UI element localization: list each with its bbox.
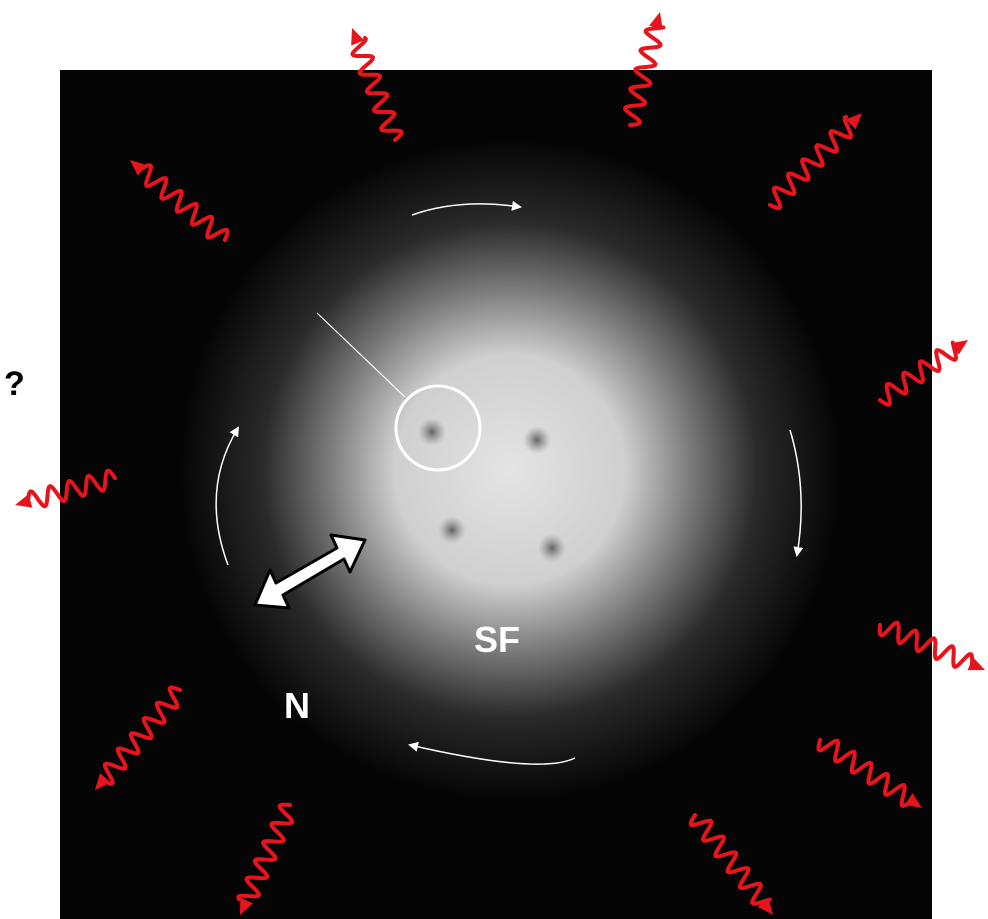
arrow-head <box>649 12 663 29</box>
label-sf: SF <box>474 619 520 660</box>
question-mark: ? <box>4 365 25 403</box>
label-n: N <box>284 685 310 726</box>
figure: SF N ? <box>0 0 988 919</box>
